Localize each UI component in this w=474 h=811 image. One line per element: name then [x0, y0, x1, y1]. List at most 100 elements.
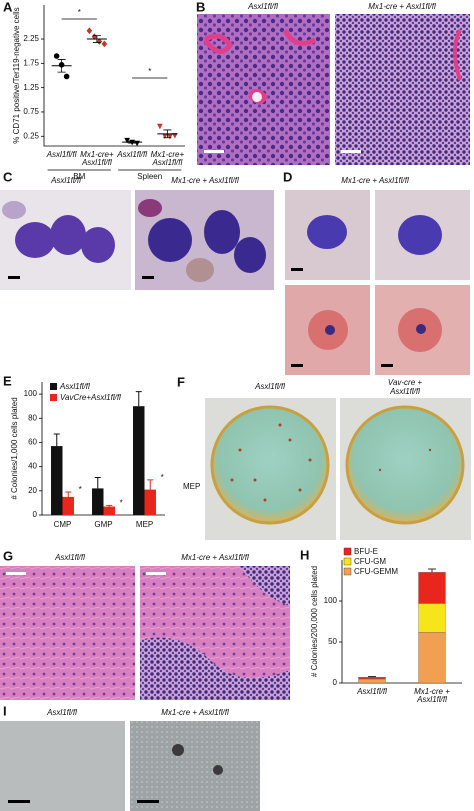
- x-tick-label: Asxl1fl/fl: [151, 158, 182, 167]
- significance: *: [161, 473, 164, 482]
- bar-segment: [418, 572, 446, 604]
- error-bar: [428, 568, 436, 573]
- error-bar: [92, 35, 101, 43]
- y-tick-label: 60: [28, 438, 37, 447]
- micrograph: [197, 14, 330, 165]
- bar-segment: [418, 603, 446, 633]
- scale-bar: [204, 150, 224, 153]
- panel-label: E: [3, 373, 12, 388]
- bar-segment: [418, 632, 446, 684]
- x-tick-label: CMP: [54, 520, 72, 529]
- legend-swatch: [343, 547, 352, 556]
- y-tick-label: 1.75: [23, 58, 39, 67]
- vessel: [252, 92, 262, 102]
- legend-swatch: [50, 383, 57, 390]
- bar-segment: [358, 679, 386, 684]
- point: [124, 137, 130, 144]
- error-bar: [53, 433, 60, 447]
- caption: Asxl1fl/fl: [254, 382, 285, 391]
- panel-label: C: [3, 169, 13, 184]
- bar-segment: [358, 677, 386, 680]
- error-bar: [368, 675, 376, 678]
- panel-label: B: [196, 0, 205, 14]
- group-label: Spleen: [137, 172, 162, 181]
- legend-label: CFU-GM: [354, 557, 386, 566]
- panel-label: H: [300, 547, 309, 562]
- panel-label: G: [3, 548, 13, 563]
- panel-label: A: [3, 0, 13, 14]
- scale-bar: [142, 276, 154, 279]
- point: [172, 132, 178, 139]
- y-axis-label: # Colonies/200,000 cells plated: [310, 566, 319, 677]
- error-bar: [106, 504, 113, 507]
- bar: [62, 496, 74, 515]
- group-label: BM: [73, 172, 85, 181]
- point: [162, 133, 168, 140]
- point: [53, 53, 60, 59]
- panel-label: D: [283, 169, 292, 184]
- row-label: MEP: [183, 482, 200, 491]
- caption: Asxl1fl/fl: [389, 387, 420, 396]
- point: [86, 27, 93, 35]
- panel-label: I: [3, 703, 7, 718]
- panel-label: F: [177, 374, 185, 389]
- legend-label: BFU-E: [354, 547, 378, 556]
- x-tick-label: Asxl1fl/fl: [81, 158, 112, 167]
- micrograph: [0, 721, 125, 811]
- y-tick-label: 0.75: [23, 107, 39, 116]
- micrographs: [285, 190, 470, 375]
- point: [157, 123, 163, 130]
- micrograph: [0, 566, 135, 700]
- bar: [133, 406, 145, 515]
- caption: Asxl1fl/fl: [54, 553, 85, 562]
- bar: [103, 506, 115, 515]
- dish: [345, 405, 465, 525]
- caption: Asxl1fl/fl: [46, 708, 77, 717]
- y-tick-label: 0: [333, 678, 338, 687]
- scale-bar: [8, 800, 30, 803]
- legend-swatch: [343, 567, 352, 576]
- x-tick-label: Asxl1fl/fl: [416, 695, 447, 704]
- bar: [51, 446, 63, 515]
- y-tick-label: 1.25: [23, 83, 39, 92]
- x-tick-label: Mx1-cre +: [414, 687, 450, 696]
- scale-bar: [8, 276, 20, 279]
- axes: [43, 5, 185, 147]
- caption: Asxl1fl/fl: [50, 176, 81, 185]
- y-tick-label: 80: [28, 413, 37, 422]
- cells: [138, 199, 266, 282]
- cells: [2, 201, 115, 263]
- error-bar: [135, 391, 142, 407]
- legend-swatch: [50, 394, 57, 401]
- vessel: [453, 29, 462, 81]
- bar: [144, 489, 156, 515]
- y-axis-label: % CD71 positive/Ter119-negative cells: [12, 7, 21, 143]
- y-tick-label: 40: [28, 462, 37, 471]
- y-tick-label: 50: [328, 637, 337, 646]
- caption: Mx1-cre + Asxl1fl/fl: [161, 708, 229, 717]
- error-bar: [94, 477, 101, 489]
- infiltrate: [140, 566, 290, 700]
- error-bar: [163, 129, 172, 139]
- legend-label: VavCre+Asxl1fl/fl: [60, 393, 121, 402]
- error-bar: [147, 479, 154, 490]
- x-tick-label: Asxl1fl/fl: [356, 687, 387, 696]
- legend-label: CFU-GEMM: [354, 567, 398, 576]
- x-tick-label: Asxl1fl/fl: [46, 150, 77, 159]
- y-axis-label: # Colonies/1,000 cells plated: [10, 397, 19, 499]
- point: [134, 140, 140, 147]
- y-tick-label: 0.25: [23, 131, 39, 140]
- y-tick-label: 20: [28, 486, 37, 495]
- significance: *: [148, 67, 151, 76]
- point: [63, 73, 70, 80]
- significance: *: [79, 485, 82, 494]
- point: [167, 133, 173, 140]
- scale-bar: [341, 150, 361, 153]
- x-tick-label: Mx1-cre+: [151, 150, 185, 159]
- caption: Mx1-cre + Asxl1fl/fl: [181, 553, 249, 562]
- point: [101, 40, 108, 48]
- y-tick-label: 100: [324, 596, 338, 605]
- legend-swatch: [343, 557, 352, 566]
- micrograph: [130, 721, 260, 811]
